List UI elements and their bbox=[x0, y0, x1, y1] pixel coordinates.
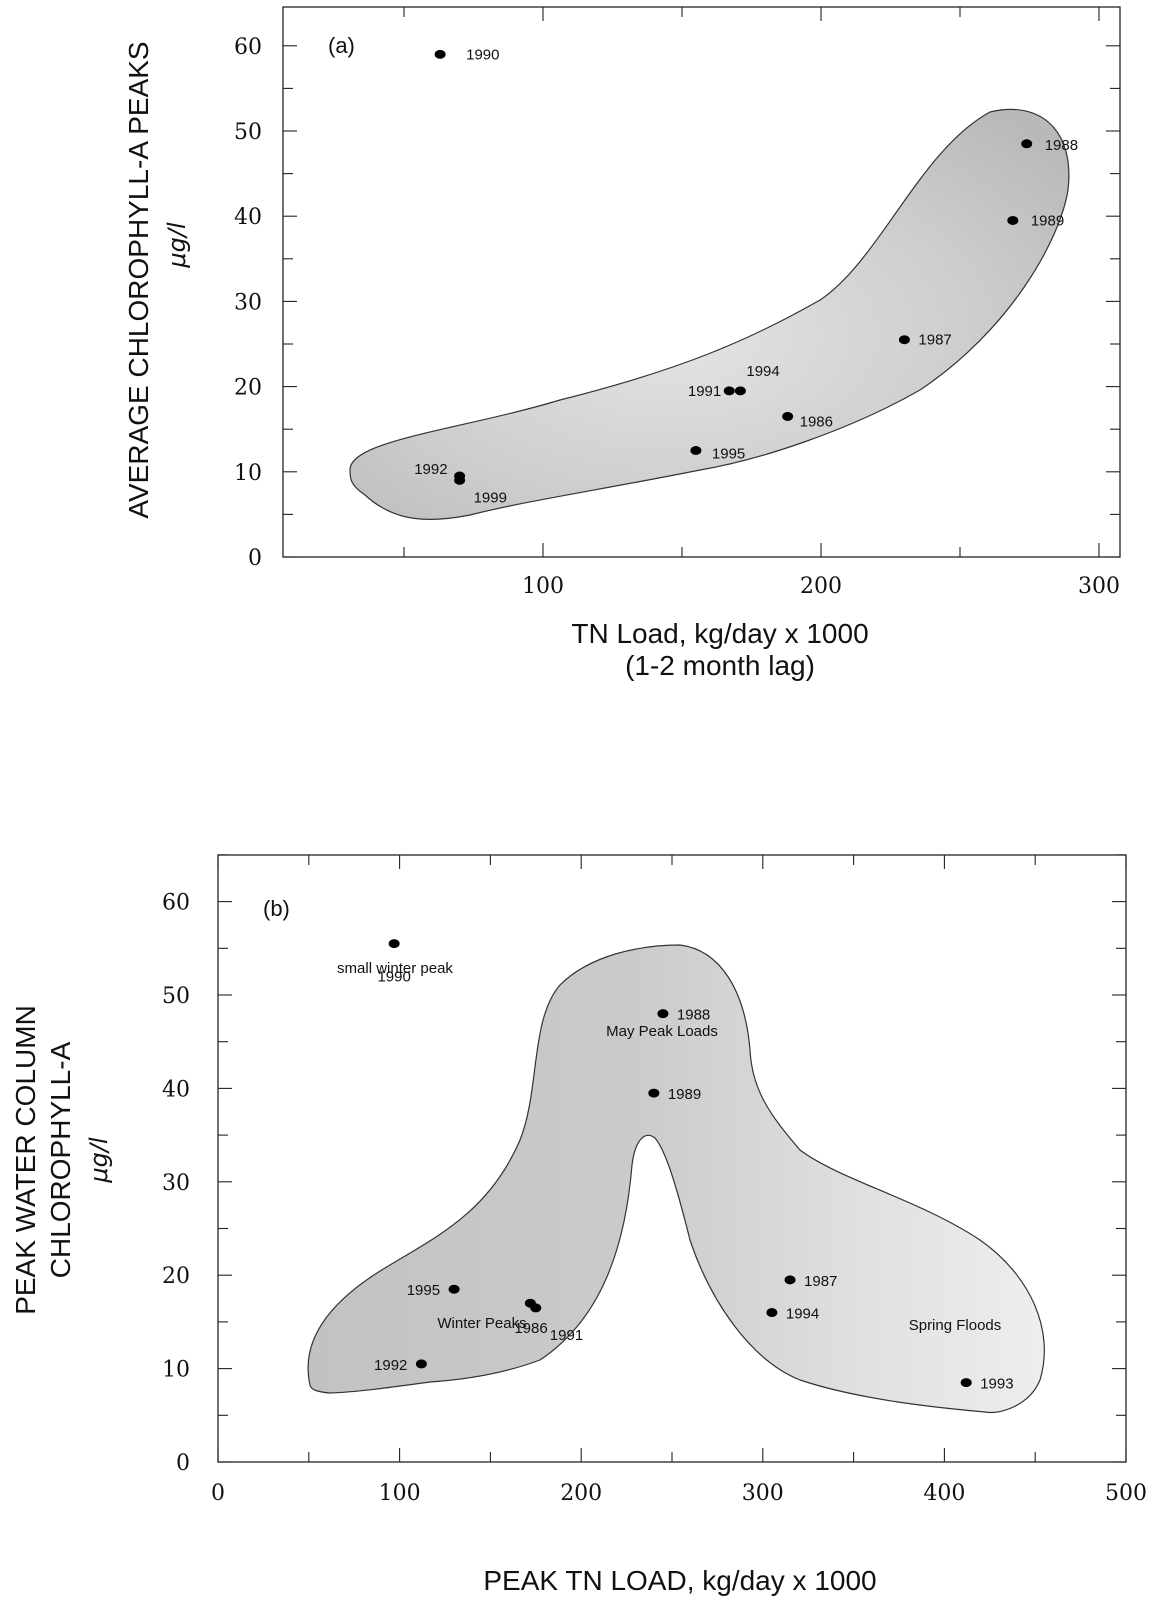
panel-a-point-1988 bbox=[1021, 139, 1033, 149]
panel-b-label: (b) bbox=[263, 896, 290, 921]
panel-a-x-tick-label: 300 bbox=[1078, 574, 1120, 599]
panel-a-y-tick-label: 60 bbox=[234, 35, 262, 60]
panel-b-point-label-1987: 1987 bbox=[804, 1273, 837, 1290]
panel-b-point-label-1993: 1993 bbox=[980, 1376, 1013, 1393]
panel-b-x-tick-label: 100 bbox=[379, 1481, 421, 1506]
panel-a-y-tick-label: 30 bbox=[234, 290, 262, 315]
panel-a-point-label-1994: 1994 bbox=[746, 363, 779, 380]
panel-b-y-tick-label: 10 bbox=[162, 1358, 190, 1383]
panel-b-envelope bbox=[307, 944, 1045, 1414]
panel-a-y-tick-label: 0 bbox=[248, 546, 262, 571]
panel-b-x-tick-label: 200 bbox=[560, 1481, 602, 1506]
panel-a-point-label-1999: 1999 bbox=[474, 489, 507, 506]
panel-b-x-tick-label: 500 bbox=[1105, 1481, 1147, 1506]
panel-b-x-tick-label: 0 bbox=[211, 1481, 225, 1506]
panel-a-y-tick-label: 10 bbox=[234, 461, 262, 486]
panel-b-point-label-1994: 1994 bbox=[786, 1306, 819, 1323]
panel-b-point-label-1989: 1989 bbox=[668, 1086, 701, 1103]
panel-b-point-label-1992: 1992 bbox=[374, 1357, 407, 1374]
panel-a-y-tick-label: 40 bbox=[234, 205, 262, 230]
annotation-small-winter-peak: small winter peak bbox=[337, 960, 453, 977]
panel-a-point-label-1988: 1988 bbox=[1045, 137, 1078, 154]
panel-b-point-1994 bbox=[766, 1308, 778, 1318]
panel-a-x-axis-label-line2: (1-2 month lag) bbox=[625, 650, 815, 681]
panel-b-y-axis-unit: μg/l bbox=[85, 1137, 113, 1184]
panel-b-point-label-1995: 1995 bbox=[407, 1282, 440, 1299]
panel-b-y-tick-label: 40 bbox=[162, 1077, 190, 1102]
panel-b-x-tick-label: 400 bbox=[923, 1481, 965, 1506]
panel-b-y-tick-label: 60 bbox=[162, 891, 190, 916]
panel-b-y-axis-label-line2: CHLOROPHYLL-A bbox=[45, 1041, 76, 1278]
panel-a-y-axis-unit: μg/l bbox=[163, 222, 191, 269]
panel-b-y-tick-label: 0 bbox=[176, 1451, 190, 1476]
panel-b-y-tick-label: 30 bbox=[162, 1171, 190, 1196]
panel-b-x-ticks: 0 100 200 300 400 500 bbox=[211, 855, 1147, 1506]
panel-a-x-tick-label: 200 bbox=[800, 574, 842, 599]
panel-a-point-1987 bbox=[898, 335, 910, 345]
panel-a-y-ticks: 0 10 20 30 40 50 60 bbox=[234, 35, 1120, 571]
panel-b-point-1995 bbox=[448, 1284, 460, 1294]
panel-b-point-1990 bbox=[388, 939, 400, 949]
panel-a: 0 10 20 30 40 50 60 100 200 300 1990 1988 1989 1987… bbox=[123, 6, 1121, 681]
panel-a-y-axis-label: AVERAGE CHLOROPHYLL-A PEAKS bbox=[123, 41, 154, 518]
panel-a-point-label-1995: 1995 bbox=[712, 446, 745, 463]
panel-a-point-label-1991: 1991 bbox=[688, 383, 721, 400]
panel-a-point-label-1989: 1989 bbox=[1031, 212, 1064, 229]
annotation-spring-floods: Spring Floods bbox=[909, 1317, 1002, 1334]
panel-a-point-1990 bbox=[434, 49, 446, 59]
panel-b-point-label-1988: 1988 bbox=[677, 1007, 710, 1024]
panel-b-point-1989 bbox=[648, 1088, 660, 1098]
panel-a-point-label-1990: 1990 bbox=[466, 46, 499, 63]
panel-a-point-label-1986: 1986 bbox=[800, 413, 833, 430]
panel-b-point-label-1991: 1991 bbox=[550, 1327, 583, 1344]
panel-b-y-tick-label: 50 bbox=[162, 984, 190, 1009]
panel-a-point-1986 bbox=[782, 411, 794, 421]
panel-b-point-1992 bbox=[415, 1359, 427, 1369]
panel-b-y-axis-label: PEAK WATER COLUMN bbox=[10, 1005, 41, 1315]
panel-a-points: 1990 1988 1989 1987 1991 1994 1986 1995 1992 1999 bbox=[414, 46, 1078, 506]
panel-a-x-tick-label: 100 bbox=[522, 574, 564, 599]
panel-a-x-ticks: 100 200 300 bbox=[403, 7, 1120, 599]
panel-a-point-label-1992: 1992 bbox=[414, 461, 447, 478]
panel-a-point-1994 bbox=[734, 386, 746, 396]
annotation-may-peak-loads: May Peak Loads bbox=[606, 1023, 718, 1040]
panel-b-y-tick-label: 20 bbox=[162, 1264, 190, 1289]
panel-a-point-1991 bbox=[723, 386, 735, 396]
panel-a-y-tick-label: 20 bbox=[234, 376, 262, 401]
panel-a-label: (a) bbox=[328, 33, 355, 58]
panel-b-x-axis-label: PEAK TN LOAD, kg/day x 1000 bbox=[483, 1565, 876, 1596]
panel-a-point-1995 bbox=[690, 446, 702, 455]
panel-a-envelope bbox=[349, 108, 1070, 521]
panel-a-point-1989 bbox=[1007, 215, 1019, 225]
panel-a-point-label-1987: 1987 bbox=[918, 332, 951, 349]
panel-a-point-1999 bbox=[454, 475, 466, 485]
panel-a-x-axis-label: TN Load, kg/day x 1000 bbox=[571, 618, 868, 649]
panel-b-point-1991 bbox=[530, 1303, 542, 1313]
panel-b-points: 1990 1988 1989 1987 1994 1993 1995 1986 1991 1992 bbox=[374, 939, 1014, 1393]
panel-b-point-1993 bbox=[960, 1378, 972, 1388]
panel-b-point-label-1990: 1990 bbox=[377, 969, 410, 986]
panel-b-point-1987 bbox=[784, 1275, 796, 1285]
annotation-winter-peaks: Winter Peaks bbox=[437, 1315, 526, 1332]
panel-b-x-tick-label: 300 bbox=[742, 1481, 784, 1506]
panel-a-frame bbox=[282, 6, 1121, 558]
panel-b-y-ticks: 0 10 20 30 40 50 60 bbox=[162, 854, 1126, 1476]
panel-a-y-tick-label: 50 bbox=[234, 120, 262, 145]
panel-b-point-label-1986: 1986 bbox=[514, 1320, 547, 1337]
panel-b-point-1988 bbox=[657, 1009, 669, 1019]
